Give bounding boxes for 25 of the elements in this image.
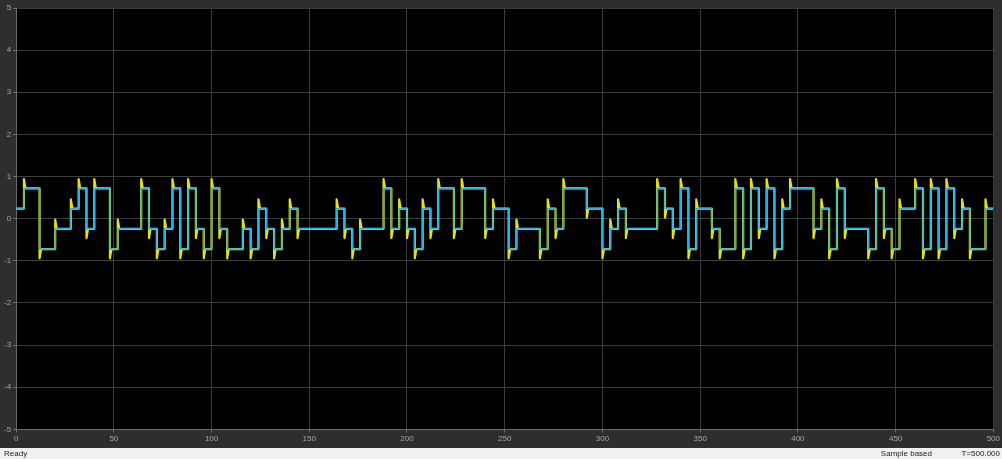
y-tick-label: 3 (6, 87, 12, 97)
x-tick-label: 500 (986, 434, 1001, 444)
x-tick-label: 0 (13, 434, 19, 444)
x-tick-label: 450 (888, 434, 903, 444)
x-tick-label: 300 (595, 434, 610, 444)
y-tick-label: 1 (6, 171, 12, 181)
x-tick-label: 400 (791, 434, 806, 444)
text: T=500.000 (961, 448, 1000, 459)
x-tick-label: 350 (693, 434, 708, 444)
x-tick-label: 200 (400, 434, 415, 444)
y-tick-label: 2 (6, 129, 12, 139)
y-tick-label: -5 (3, 424, 12, 434)
text: Ready (4, 448, 28, 459)
y-tick-label: -4 (3, 382, 12, 392)
y-tick-label: -2 (3, 298, 12, 308)
y-tick-label: 5 (6, 3, 12, 13)
x-tick-label: 100 (204, 434, 219, 444)
y-tick-label: -1 (3, 256, 12, 266)
x-tick-label: 250 (498, 434, 512, 444)
text: Sample based (880, 448, 932, 459)
y-tick-label: 4 (6, 45, 12, 55)
y-tick-label: -3 (3, 340, 12, 350)
x-tick-label: 150 (302, 434, 317, 444)
x-tick-label: 50 (109, 434, 119, 444)
y-tick-label: 0 (6, 213, 12, 223)
